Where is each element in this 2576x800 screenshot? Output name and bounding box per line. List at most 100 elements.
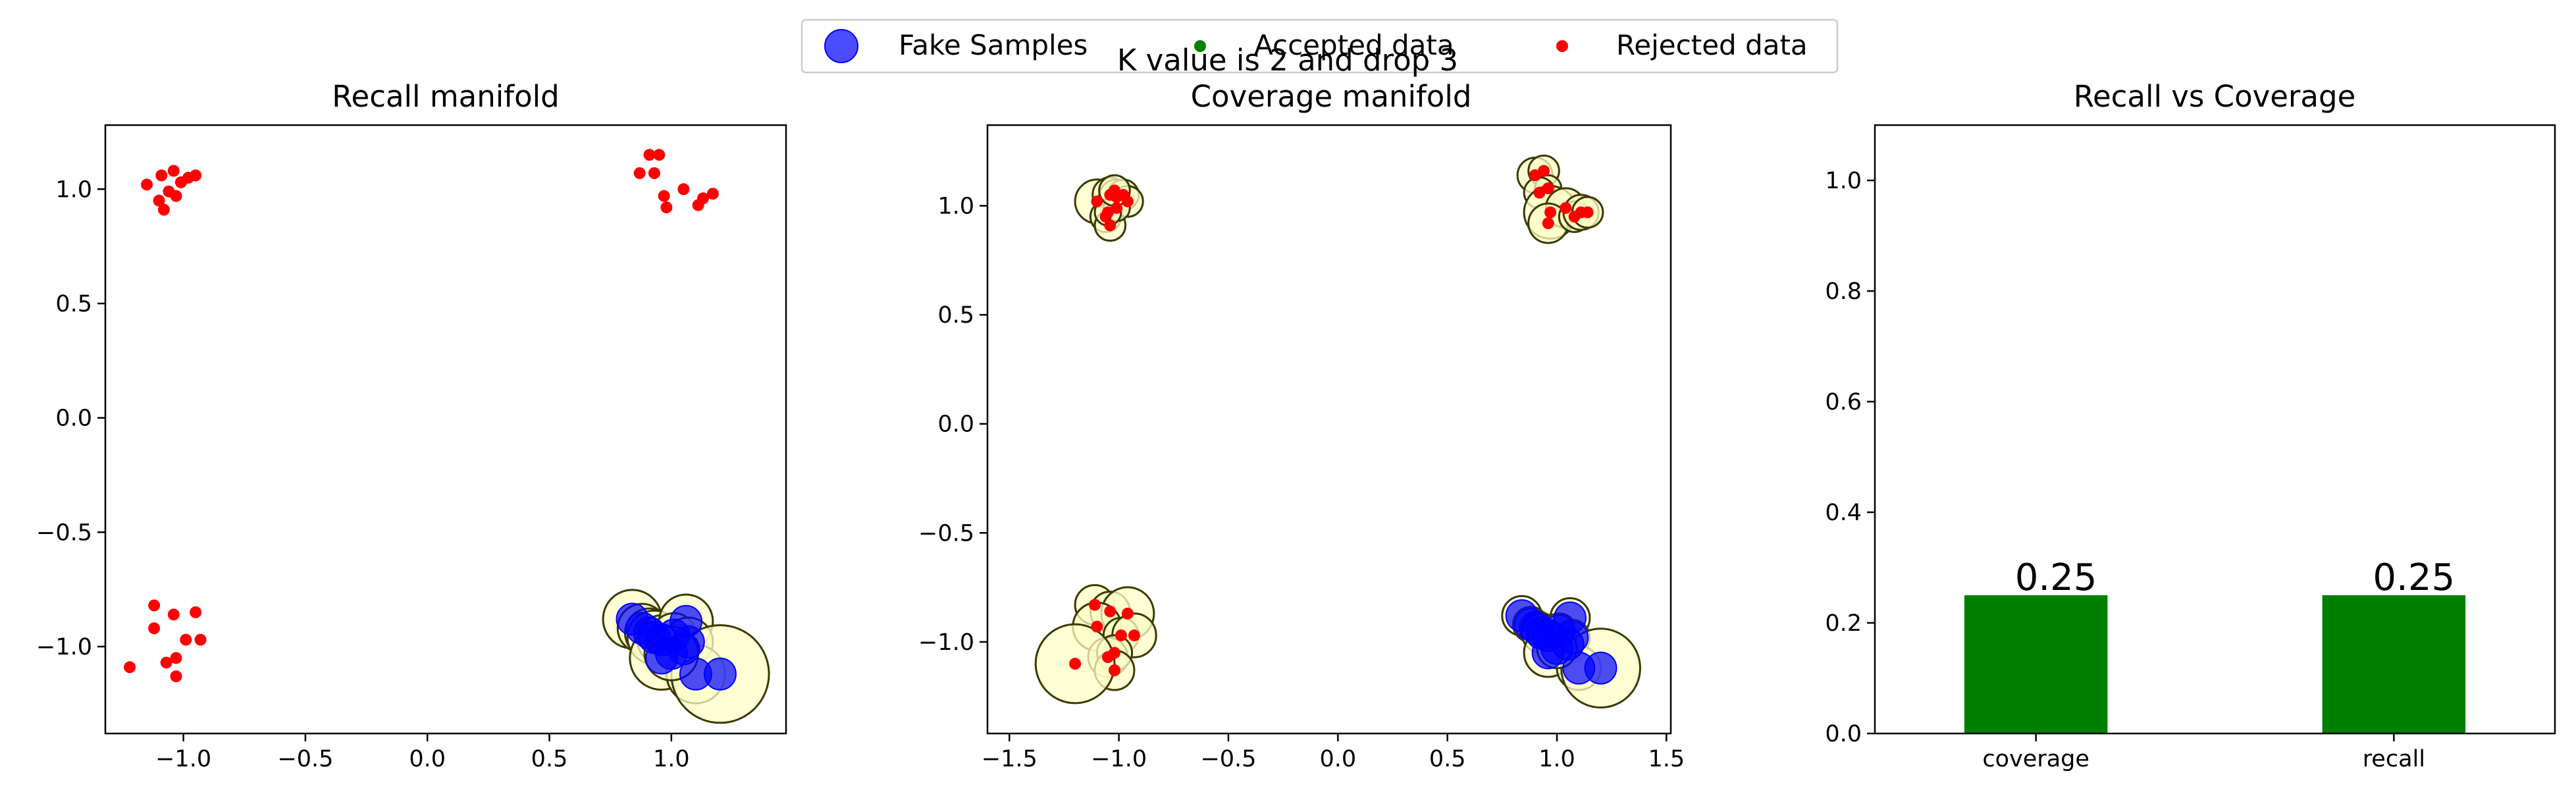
recall-manifold-title: Recall manifold xyxy=(332,79,559,114)
legend-marker-fake xyxy=(824,29,858,63)
rejected-data-point xyxy=(190,606,202,618)
rejected-data-point xyxy=(692,199,704,211)
y-tick-label: 0.0 xyxy=(1825,721,1862,747)
legend: Fake Samples Accepted data Rejected data xyxy=(801,18,1839,74)
rejected-data-point xyxy=(167,608,180,621)
legend-marker-accepted xyxy=(1194,40,1206,52)
bar-value-label: 0.25 xyxy=(2015,556,2097,599)
legend-label-rejected: Rejected data xyxy=(1616,29,1808,61)
x-tick-label: recall xyxy=(2363,746,2425,772)
rejected-data-point xyxy=(1529,169,1541,182)
rejected-data-point xyxy=(1533,186,1546,199)
recall-vs-coverage-axes: Recall vs Coverage 0.25 0.25 coverage reca… xyxy=(1825,79,2556,772)
y-tick-label: −1.0 xyxy=(918,629,974,656)
coverage-manifold-title: Coverage manifold xyxy=(1191,79,1472,114)
y-tick-label: 0.5 xyxy=(937,302,974,329)
coverage-manifold-axes: Coverage manifold −1.5 −1.0 −0.5 0.0 0.5 1.0 1… xyxy=(918,79,1685,772)
fake-sample-point xyxy=(654,637,688,670)
coverage-manifold-ticks: −1.5 −1.0 −0.5 0.0 0.5 1.0 1.5 −1.0 −0.5 0.0 0.5 1.… xyxy=(918,194,1685,772)
fake-sample-point xyxy=(1540,631,1573,665)
rejected-data-point xyxy=(163,185,175,198)
rejected-data-point xyxy=(1544,206,1557,219)
recall-vs-coverage-frame xyxy=(1874,124,2556,735)
legend-label-accepted: Accepted data xyxy=(1254,29,1454,61)
rejected-data-point xyxy=(660,201,673,214)
rejected-data-point xyxy=(1091,620,1103,633)
recall-manifold-frame xyxy=(104,124,787,735)
y-tick-label: −0.5 xyxy=(36,520,92,546)
rejected-data-point xyxy=(1108,184,1120,197)
rejected-data-point xyxy=(1581,206,1594,219)
legend-marker-rejected xyxy=(1556,40,1568,52)
recall-manifold-marks xyxy=(124,149,770,724)
rejected-data-point xyxy=(1121,607,1134,620)
y-tick-label: 0.4 xyxy=(1825,500,1862,526)
rejected-data-point xyxy=(124,661,136,674)
bar-coverage xyxy=(1964,595,2108,733)
rejected-data-point xyxy=(1115,629,1127,641)
rejected-data-point xyxy=(677,183,690,196)
rejected-data-point xyxy=(1104,219,1117,232)
rejected-data-point xyxy=(1108,647,1120,659)
y-tick-label: −0.5 xyxy=(918,520,974,547)
rejected-data-point xyxy=(190,169,202,182)
legend-frame xyxy=(801,18,1839,74)
y-tick-label: 1.0 xyxy=(55,176,92,203)
bar-recall xyxy=(2322,595,2466,733)
rejected-data-point xyxy=(170,652,182,664)
x-tick-label: 0.0 xyxy=(1319,746,1356,772)
rejected-data-point xyxy=(1121,195,1134,207)
rejected-data-point xyxy=(148,622,161,635)
y-tick-label: 0.0 xyxy=(55,406,92,432)
fake-sample-point xyxy=(1584,651,1617,685)
x-tick-label: 0.5 xyxy=(1429,746,1466,772)
x-tick-label: 0.5 xyxy=(531,746,568,772)
fake-sample-point xyxy=(703,657,737,691)
x-tick-label: −1.5 xyxy=(982,746,1038,772)
y-tick-label: 0.0 xyxy=(937,412,974,438)
recall-manifold-ticks: −1.0 −0.5 0.0 0.5 1.0 −1.0 −0.5 0.0 0.5 1.0 xyxy=(36,176,690,772)
rejected-data-point xyxy=(170,670,182,683)
x-tick-label: −1.0 xyxy=(1091,746,1147,772)
x-tick-label: 1.0 xyxy=(653,746,690,772)
rejected-data-point xyxy=(1542,182,1554,195)
rejected-data-point xyxy=(157,203,170,216)
rejected-data-point xyxy=(1111,201,1123,214)
y-tick-label: 0.6 xyxy=(1825,389,1862,415)
rejected-data-point xyxy=(160,656,172,669)
rejected-data-point xyxy=(1069,658,1082,670)
recall-vs-coverage-ticks: coverage recall 0.0 0.2 0.4 0.6 0.8 1.0 xyxy=(1825,168,2425,772)
legend-label-fake: Fake Samples xyxy=(899,29,1088,61)
x-tick-label: −1.0 xyxy=(155,746,211,772)
rejected-data-point xyxy=(1104,605,1117,618)
y-tick-label: 1.0 xyxy=(937,194,974,220)
figure-suptitle: K value is 2 and drop 3 xyxy=(1117,43,1458,78)
rejected-data-point xyxy=(1089,599,1101,611)
x-tick-label: 1.0 xyxy=(1538,746,1575,772)
rejected-data-point xyxy=(1542,217,1554,230)
rejected-data-point xyxy=(1101,206,1114,219)
coverage-manifold-frame xyxy=(986,124,1672,735)
rejected-data-point xyxy=(653,149,666,161)
rejected-data-point xyxy=(180,633,192,646)
coverage-manifold-marks xyxy=(1034,154,1641,709)
rejected-data-point xyxy=(1538,165,1550,177)
y-tick-label: 0.8 xyxy=(1825,279,1862,305)
rejected-data-point xyxy=(658,190,670,202)
y-tick-label: 0.5 xyxy=(55,291,92,317)
rejected-data-point xyxy=(633,167,646,179)
x-tick-label: 1.5 xyxy=(1648,746,1685,772)
y-tick-label: 0.2 xyxy=(1825,610,1862,637)
x-tick-label: −0.5 xyxy=(277,746,333,772)
recall-vs-coverage-title: Recall vs Coverage xyxy=(2074,79,2356,114)
rejected-data-point xyxy=(648,167,660,179)
rejected-data-point xyxy=(155,169,168,182)
rejected-data-point xyxy=(1560,201,1572,214)
rejected-data-point xyxy=(194,633,207,646)
x-tick-label: −0.5 xyxy=(1200,746,1256,772)
x-tick-label: coverage xyxy=(1982,746,2090,772)
rejected-data-point xyxy=(141,178,153,191)
rejected-data-point xyxy=(1128,629,1140,641)
y-tick-label: 1.0 xyxy=(1825,168,1862,194)
